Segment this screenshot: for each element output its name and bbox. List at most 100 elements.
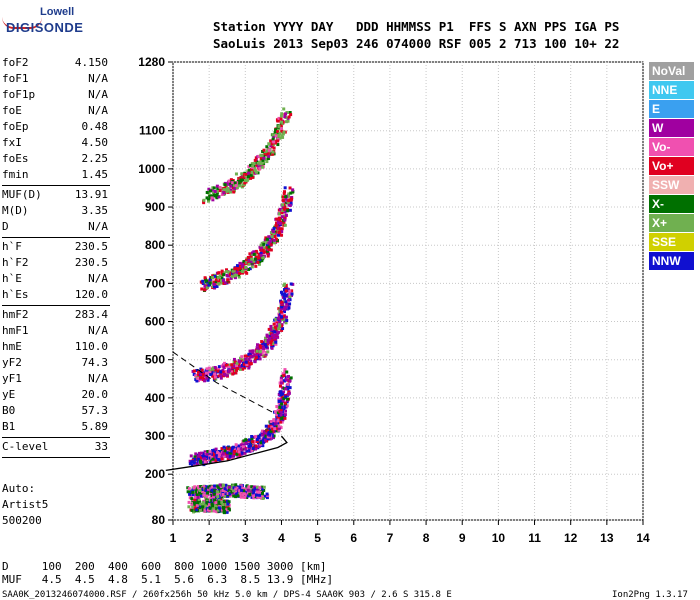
trace-point xyxy=(210,498,214,502)
trace-point xyxy=(287,199,291,203)
trace-point xyxy=(258,260,262,264)
trace-point xyxy=(258,486,262,490)
trace-point xyxy=(260,431,264,435)
trace-point xyxy=(258,490,262,494)
trace-point xyxy=(195,503,199,507)
trace-point xyxy=(193,457,197,461)
param-key: B1 xyxy=(2,420,16,433)
trace-point xyxy=(209,497,213,501)
trace-point xyxy=(235,452,239,456)
trace-point xyxy=(277,316,281,320)
trace-point xyxy=(261,158,265,162)
trace-point xyxy=(265,237,269,241)
trace-point xyxy=(243,364,247,368)
trace-point xyxy=(222,188,226,192)
trace-point xyxy=(212,282,216,286)
trace-point xyxy=(250,167,254,171)
trace-point xyxy=(239,358,243,362)
y-tick-label: 1100 xyxy=(139,124,165,138)
trace-point xyxy=(218,185,222,189)
trace-point xyxy=(277,232,281,236)
param-value: N/A xyxy=(88,104,108,117)
trace-point xyxy=(215,284,219,288)
trace-point xyxy=(222,271,226,275)
trace-point xyxy=(195,508,199,512)
param-value: 20.0 xyxy=(81,388,109,401)
trace-point xyxy=(280,112,284,116)
trace-point xyxy=(282,191,286,195)
trace-point xyxy=(254,440,258,444)
trace-point xyxy=(205,190,209,194)
trace-point xyxy=(267,327,271,331)
trace-point xyxy=(202,377,206,381)
trace-point xyxy=(237,365,241,369)
trace-point xyxy=(277,327,281,331)
trace-point xyxy=(236,271,240,275)
trace-point xyxy=(281,208,285,212)
trace-point xyxy=(212,507,216,511)
trace-point xyxy=(288,295,292,299)
trace-point xyxy=(283,405,287,409)
trace-point xyxy=(283,305,287,309)
trace-point xyxy=(250,355,254,359)
logo-line1: Lowell xyxy=(40,6,75,18)
trace-point xyxy=(231,445,235,449)
trace-point xyxy=(271,152,275,156)
trace-point xyxy=(278,384,282,388)
legend-item: SSE xyxy=(649,233,694,251)
trace-point xyxy=(219,485,223,489)
trace-point xyxy=(222,499,226,503)
trace-point xyxy=(275,413,279,417)
trace-point xyxy=(213,194,217,198)
trace-point xyxy=(223,361,227,365)
trace-point xyxy=(217,271,221,275)
trace-point xyxy=(227,507,231,511)
trace-point xyxy=(234,495,238,499)
trace-point xyxy=(252,261,256,265)
trace-point xyxy=(270,333,274,337)
trace-point xyxy=(258,344,262,348)
trace-point xyxy=(203,508,207,512)
trace-point xyxy=(254,264,258,268)
trace-point xyxy=(283,368,287,372)
trace-point xyxy=(291,188,295,192)
trace-point xyxy=(216,369,220,373)
trace-point xyxy=(284,321,288,325)
trace-point xyxy=(287,306,291,310)
trace-point xyxy=(281,372,285,376)
trace-point xyxy=(210,194,214,198)
x-tick-label: 13 xyxy=(600,531,614,545)
trace-point xyxy=(224,485,228,489)
trace-point xyxy=(279,413,283,417)
trace-point xyxy=(272,238,276,242)
trace-point xyxy=(232,486,236,490)
trace-point xyxy=(193,498,197,502)
trace-point xyxy=(247,444,251,448)
trace-point xyxy=(195,379,199,383)
trace-point xyxy=(273,420,277,424)
trace-point xyxy=(286,397,290,401)
trace-point xyxy=(205,279,209,283)
trace-point xyxy=(278,127,282,131)
trace-point xyxy=(222,445,226,449)
trace-point xyxy=(193,491,197,495)
trace-point xyxy=(279,308,283,312)
trace-point xyxy=(229,273,233,277)
trace-point xyxy=(239,178,243,182)
trace-point xyxy=(290,196,294,200)
trace-point xyxy=(208,456,212,460)
trace-point xyxy=(270,142,274,146)
trace-point xyxy=(266,151,270,155)
trace-point xyxy=(266,157,270,161)
trace-point xyxy=(266,350,270,354)
trace-point xyxy=(274,317,278,321)
trace-point xyxy=(242,489,246,493)
trace-point xyxy=(217,374,221,378)
trace-point xyxy=(275,217,279,221)
trace-point xyxy=(258,357,262,361)
trace-point xyxy=(244,270,248,274)
trace-point xyxy=(234,368,238,372)
trace-point xyxy=(265,496,269,500)
trace-point xyxy=(270,432,274,436)
trace-point xyxy=(205,452,209,456)
